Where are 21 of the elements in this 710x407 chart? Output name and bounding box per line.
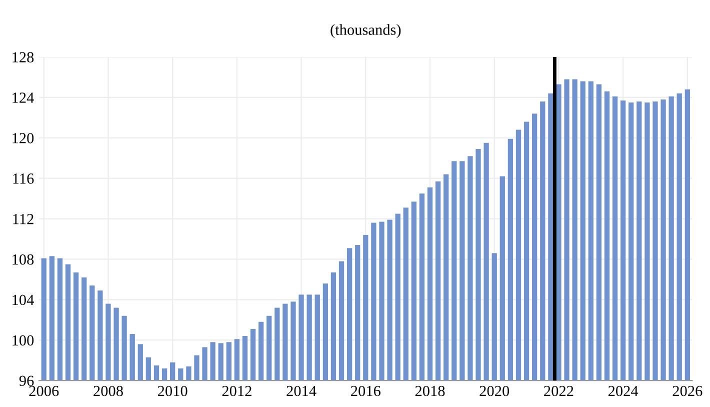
x-tick-label: 2006: [29, 386, 59, 396]
y-tick-label: 100: [12, 335, 34, 346]
y-tick-label: 120: [12, 133, 34, 144]
y-tick-label: 112: [13, 214, 34, 224]
x-tick-label: 2018: [415, 386, 445, 396]
x-tick-label: 2014: [286, 386, 316, 396]
chart-title: (thousands): [330, 24, 401, 38]
x-tick-label: 2022: [544, 386, 574, 396]
x-tick-label: 2016: [351, 386, 380, 396]
y-tick-label: 116: [13, 174, 34, 184]
x-tick-label: 2026: [672, 386, 702, 396]
x-tick-label: 2008: [94, 386, 123, 396]
y-tick-label: 104: [12, 294, 34, 306]
x-tick-label: 2020: [480, 386, 510, 396]
x-tick-label: 2010: [158, 386, 188, 396]
y-tick-label: 96: [19, 376, 34, 386]
y-tick-label: 124: [12, 92, 34, 103]
y-tick-label: 128: [12, 52, 34, 62]
x-tick-label: 2012: [222, 386, 252, 396]
x-tick-label: 2024: [608, 386, 638, 396]
y-tick-label: 108: [12, 254, 34, 265]
